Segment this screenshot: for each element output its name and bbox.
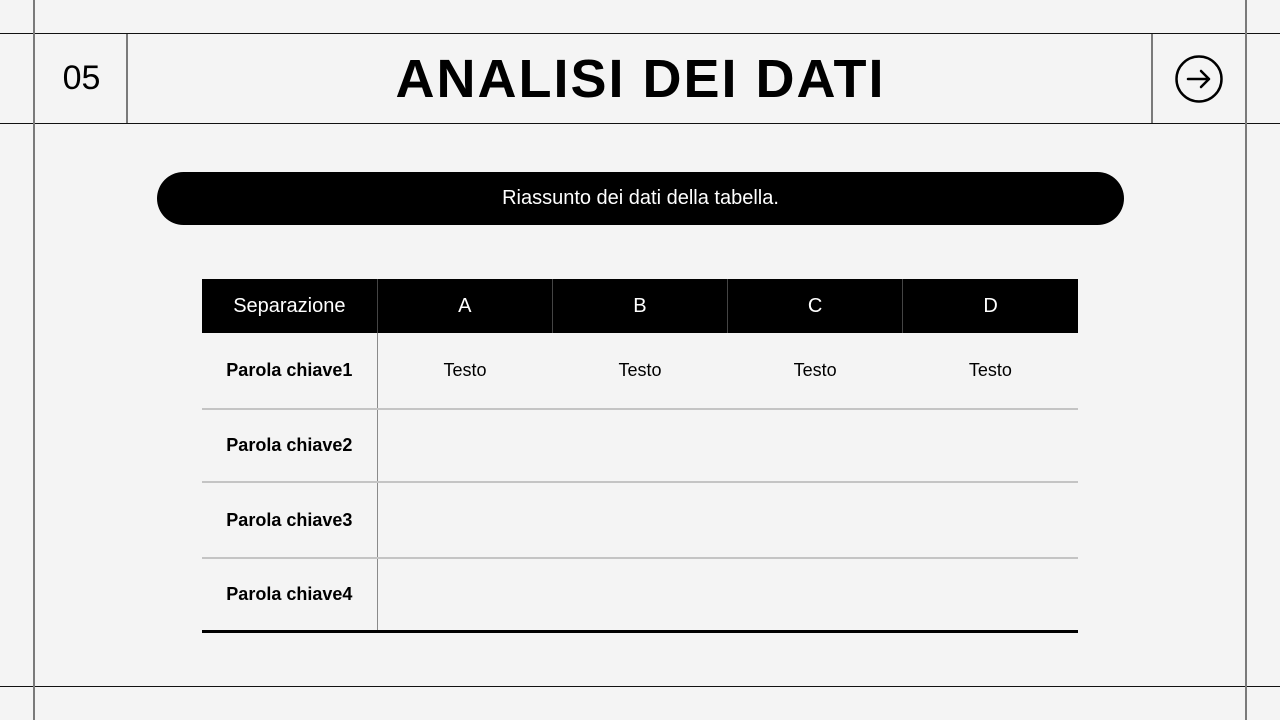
slide-number: 05 [62,59,101,97]
header-divider-right [1151,34,1153,123]
data-table: Separazione A B C D Parola chiave1 Testo… [202,279,1078,633]
column-header: Separazione [202,279,378,333]
table-row: Parola chiave3 [202,481,1078,558]
frame-line-right [1245,0,1247,720]
table-cell: Testo [793,360,837,380]
table-cell [902,481,1078,558]
table-row: Parola chiave1 Testo Testo Testo Testo [202,333,1078,409]
row-key: Parola chiave4 [202,557,378,633]
frame-line-left [33,0,35,720]
table-cell [377,408,553,482]
row-key: Parola chiave3 [202,481,378,558]
column-header: B [551,279,728,333]
row-key: Parola chiave2 [202,408,378,482]
column-header: D [902,279,1078,333]
page-title: ANALISI DEI DATI [395,48,886,109]
table-row: Parola chiave4 [202,557,1078,633]
row-key: Parola chiave1 [202,333,378,409]
column-header: C [727,279,903,333]
header-divider-left [126,34,128,123]
frame-line-bottom [0,686,1280,687]
frame-line-header-bottom [0,123,1280,124]
table-cell: Testo [443,360,487,380]
table-cell [727,557,903,633]
table-cell [552,481,728,558]
table-row: Parola chiave2 [202,408,1078,482]
table-header-row: Separazione A B C D [202,279,1078,333]
table-cell [727,408,903,482]
table-cell [552,408,728,482]
table-cell [902,408,1078,482]
column-header: A [376,279,553,333]
table-cell [727,481,903,558]
table-cell [552,557,728,633]
table-cell: Testo [968,360,1012,380]
frame-line-top [0,33,1280,34]
summary-banner: Riassunto dei dati della tabella. [157,172,1124,225]
banner-text: Riassunto dei dati della tabella. [502,187,779,209]
arrow-right-circle-icon[interactable] [1175,55,1223,103]
table-cell: Testo [618,360,662,380]
table-cell [377,481,553,558]
table-cell [902,557,1078,633]
table-cell [377,557,553,633]
